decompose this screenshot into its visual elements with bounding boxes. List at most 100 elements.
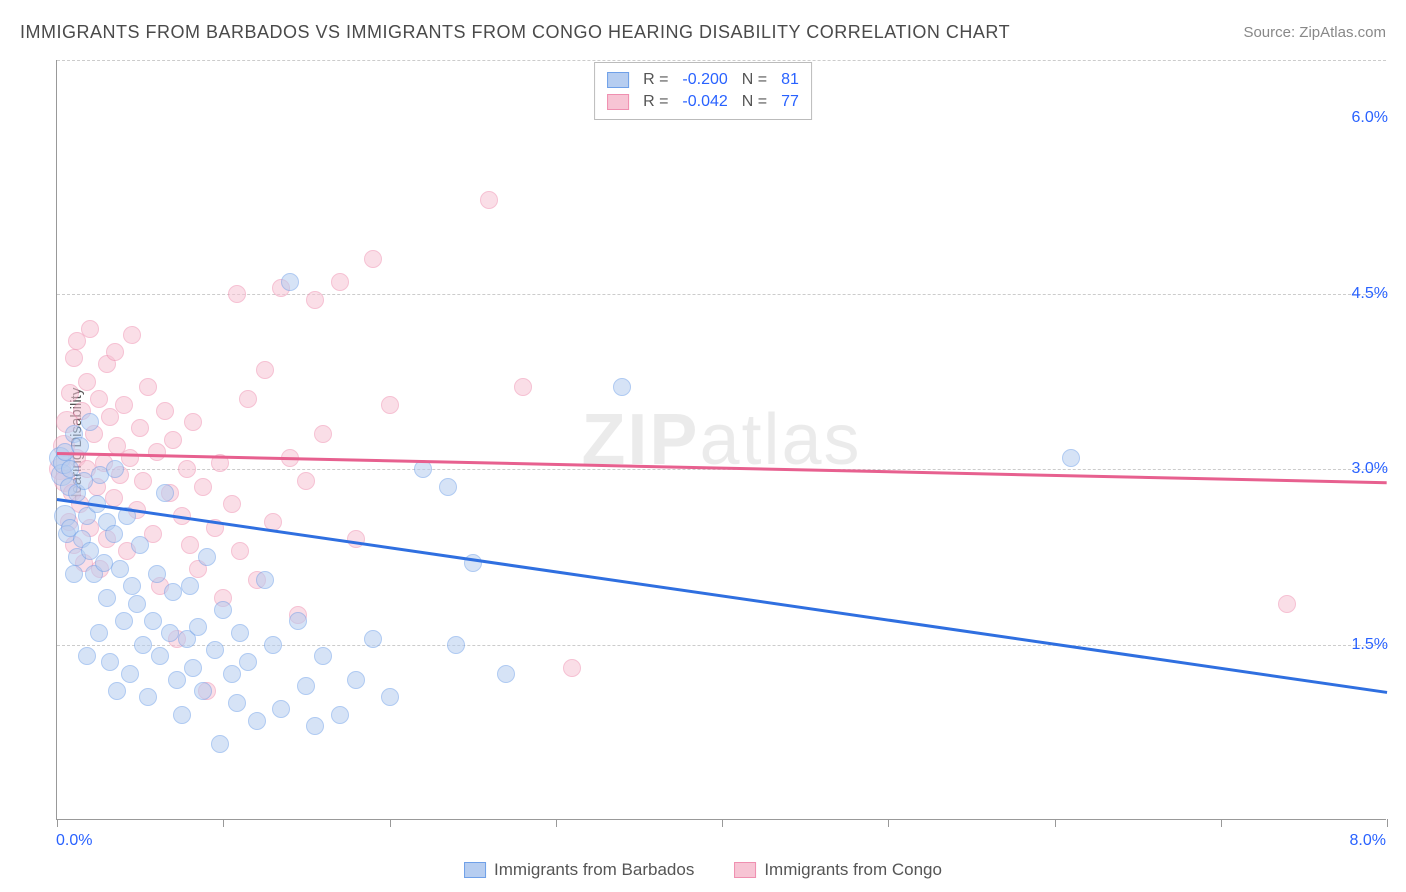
point-congo: [90, 390, 108, 408]
point-congo: [78, 373, 96, 391]
x-tick: [1387, 819, 1388, 827]
point-congo: [131, 419, 149, 437]
gridline-h: [57, 469, 1386, 470]
point-congo: [184, 413, 202, 431]
point-congo: [364, 250, 382, 268]
point-barbados: [151, 647, 169, 665]
r-value: -0.042: [682, 93, 727, 111]
x-tick: [556, 819, 557, 827]
point-barbados: [134, 636, 152, 654]
legend-item: Immigrants from Barbados: [464, 860, 694, 880]
source-attribution: Source: ZipAtlas.com: [1243, 24, 1386, 41]
point-congo: [239, 390, 257, 408]
point-congo: [514, 378, 532, 396]
point-barbados: [65, 565, 83, 583]
point-congo: [563, 659, 581, 677]
point-barbados: [306, 717, 324, 735]
point-barbados: [194, 682, 212, 700]
point-barbados: [248, 712, 266, 730]
point-barbados: [381, 688, 399, 706]
point-congo: [115, 396, 133, 414]
legend-stats-row: R = -0.200 N = 81: [607, 69, 799, 91]
swatch-blue: [464, 862, 486, 878]
point-barbados: [314, 647, 332, 665]
point-barbados: [164, 583, 182, 601]
point-congo: [331, 273, 349, 291]
r-value: -0.200: [682, 71, 727, 89]
point-congo: [381, 396, 399, 414]
point-congo: [228, 285, 246, 303]
point-congo: [480, 191, 498, 209]
gridline-h: [57, 645, 1386, 646]
point-congo: [139, 378, 157, 396]
point-congo: [231, 542, 249, 560]
point-barbados: [613, 378, 631, 396]
point-barbados: [256, 571, 274, 589]
n-label: N =: [742, 93, 767, 111]
point-barbados: [264, 636, 282, 654]
point-barbados: [123, 577, 141, 595]
point-barbados: [223, 665, 241, 683]
point-congo: [306, 291, 324, 309]
point-barbados: [78, 647, 96, 665]
x-axis-max: 8.0%: [1350, 832, 1386, 850]
point-congo: [256, 361, 274, 379]
x-tick: [390, 819, 391, 827]
point-congo: [223, 495, 241, 513]
point-congo: [106, 343, 124, 361]
point-congo: [81, 320, 99, 338]
y-tick-label: 1.5%: [1352, 636, 1388, 654]
point-barbados: [497, 665, 515, 683]
r-label: R =: [643, 71, 668, 89]
point-barbados: [231, 624, 249, 642]
point-congo: [134, 472, 152, 490]
point-barbados: [281, 273, 299, 291]
swatch-pink: [734, 862, 756, 878]
point-congo: [65, 349, 83, 367]
point-congo: [156, 402, 174, 420]
point-congo: [164, 431, 182, 449]
point-barbados: [101, 653, 119, 671]
point-barbados: [115, 612, 133, 630]
point-barbados: [111, 560, 129, 578]
point-congo: [123, 326, 141, 344]
legend-label: Immigrants from Barbados: [494, 860, 694, 880]
gridline-h: [57, 60, 1386, 61]
point-barbados: [297, 677, 315, 695]
legend-item: Immigrants from Congo: [734, 860, 942, 880]
y-tick-label: 6.0%: [1352, 109, 1388, 127]
point-barbados: [239, 653, 257, 671]
x-tick: [57, 819, 58, 827]
point-congo: [178, 460, 196, 478]
point-barbados: [189, 618, 207, 636]
point-congo: [1278, 595, 1296, 613]
point-barbados: [439, 478, 457, 496]
legend-series: Immigrants from Barbados Immigrants from…: [464, 860, 942, 880]
point-barbados: [347, 671, 365, 689]
point-barbados: [331, 706, 349, 724]
point-barbados: [173, 706, 191, 724]
point-barbados: [131, 536, 149, 554]
point-barbados: [184, 659, 202, 677]
point-barbados: [447, 636, 465, 654]
x-axis-min: 0.0%: [56, 832, 92, 850]
point-barbados: [98, 589, 116, 607]
x-tick: [722, 819, 723, 827]
r-label: R =: [643, 93, 668, 111]
point-barbados: [139, 688, 157, 706]
legend-stats: R = -0.200 N = 81 R = -0.042 N = 77: [594, 62, 812, 120]
point-congo: [347, 530, 365, 548]
x-tick: [223, 819, 224, 827]
n-label: N =: [742, 71, 767, 89]
legend-stats-row: R = -0.042 N = 77: [607, 91, 799, 113]
point-barbados: [108, 682, 126, 700]
n-value: 81: [781, 71, 799, 89]
point-congo: [61, 384, 79, 402]
point-congo: [181, 536, 199, 554]
point-barbados: [144, 612, 162, 630]
point-barbados: [81, 413, 99, 431]
point-barbados: [168, 671, 186, 689]
point-barbados: [106, 460, 124, 478]
point-barbados: [414, 460, 432, 478]
point-barbados: [161, 624, 179, 642]
